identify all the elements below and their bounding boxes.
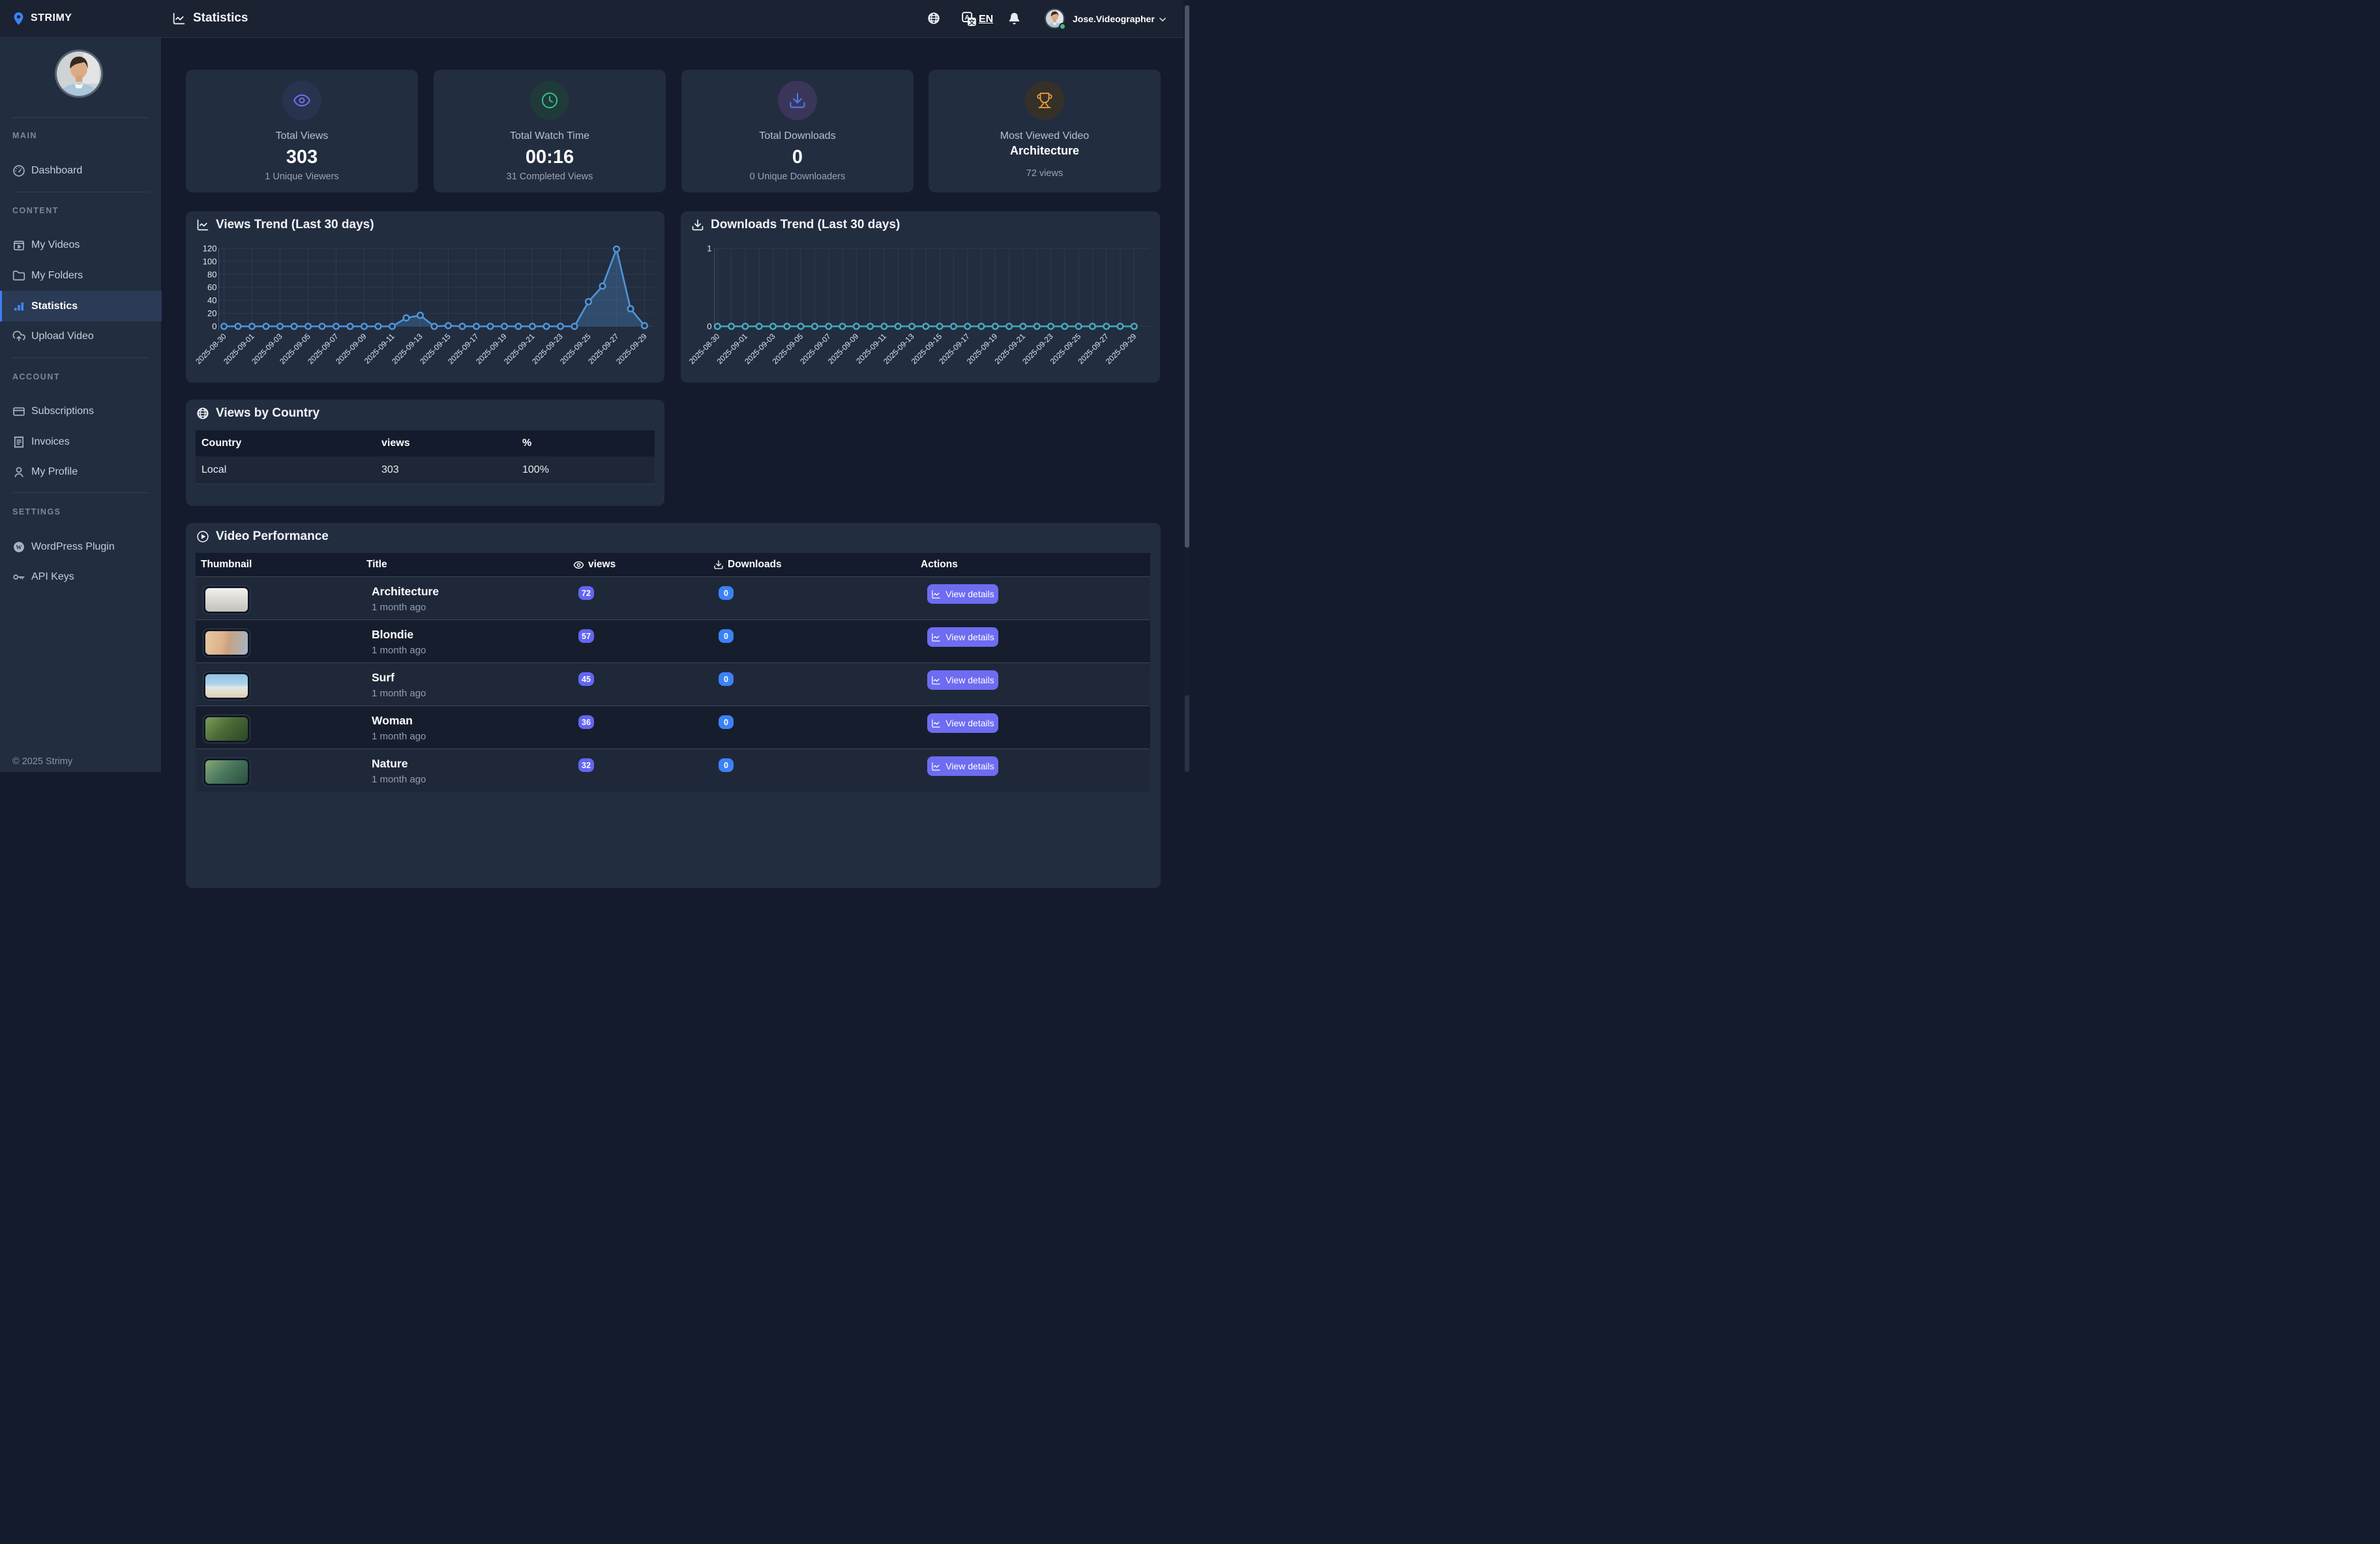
svg-text:20: 20: [207, 308, 216, 318]
svg-text:1: 1: [707, 244, 711, 254]
svg-text:100: 100: [203, 256, 217, 266]
svg-text:0: 0: [707, 321, 711, 331]
svg-text:0: 0: [212, 321, 216, 331]
svg-text:2025-09-09: 2025-09-09: [334, 332, 368, 366]
svg-text:A: A: [964, 14, 970, 22]
svg-text:W: W: [16, 544, 22, 550]
svg-text:2025-09-29: 2025-09-29: [614, 332, 649, 366]
svg-text:文: 文: [968, 19, 975, 27]
svg-text:60: 60: [207, 282, 216, 292]
svg-text:120: 120: [203, 244, 217, 254]
svg-text:40: 40: [207, 295, 216, 305]
svg-text:80: 80: [207, 269, 216, 279]
